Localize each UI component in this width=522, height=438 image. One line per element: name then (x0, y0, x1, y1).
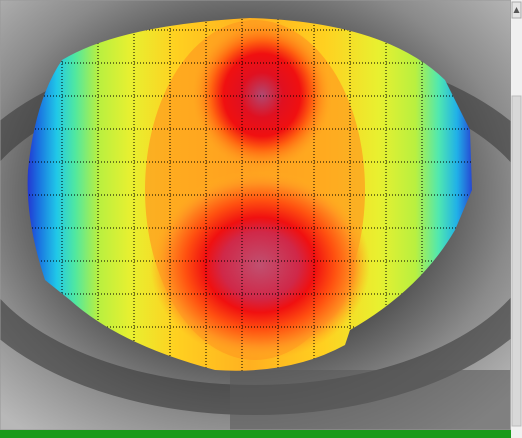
scroll-up-arrow (513, 7, 520, 13)
upper-steep-zone (192, 20, 332, 170)
eyelash-area (230, 370, 510, 430)
scroll-thumb[interactable] (511, 95, 522, 427)
status-strip (0, 430, 511, 438)
lower-steep-zone (150, 170, 370, 360)
